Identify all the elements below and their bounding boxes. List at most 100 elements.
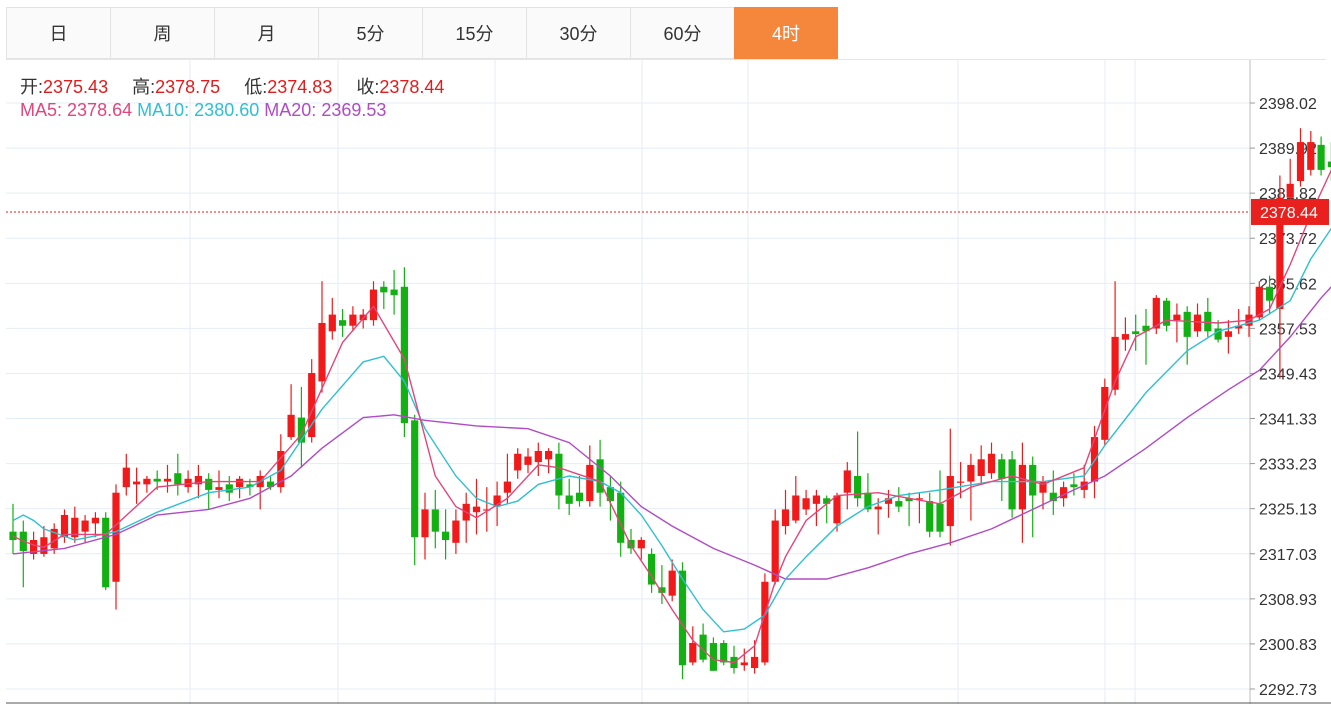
candle-body-77 [802,498,810,510]
open-value: 2375.43 [43,77,109,97]
ma20-value: 2369.53 [321,100,387,120]
tab-1[interactable]: 周 [110,7,214,59]
tab-0[interactable]: 日 [6,7,110,59]
candle-body-64 [668,570,676,596]
candle-body-27 [287,414,295,438]
ma20-legend: MA20: 2369.53 [264,100,386,120]
candle-body-94 [977,459,985,477]
candle-body-38 [400,286,408,424]
candle-body-63 [658,587,666,593]
y-tick-label-5: 2357.53 [1259,321,1317,338]
candle-body-75 [781,509,790,527]
candle-body-74 [771,520,779,582]
tab-5[interactable]: 30分 [526,7,630,59]
candle-body-102 [1060,487,1068,499]
candle-body-13 [143,478,151,485]
tab-4[interactable]: 15分 [422,7,526,59]
candle-body-84 [874,506,882,510]
candle-body-37 [390,289,398,296]
candle-body-123 [1276,197,1284,310]
candle-body-122 [1266,286,1274,301]
ma10-value: 2380.60 [194,100,260,120]
candle-body-39 [411,420,419,538]
ma-info: MA5: 2378.64 MA10: 2380.60 MA20: 2369.53 [20,100,386,121]
candle-body-46 [483,509,491,511]
ma5-legend: MA5: 2378.64 [20,100,132,120]
candle-body-80 [833,495,841,524]
candle-body-35 [369,289,378,321]
y-tick-label-4: 2365.62 [1259,276,1317,293]
candle-body-53 [555,453,563,496]
candle-body-65 [678,570,687,666]
ma20-label: MA20: [264,100,317,120]
tab-2[interactable]: 月 [214,7,318,59]
candle-body-85 [884,498,893,504]
y-tick-label-12: 2300.83 [1259,637,1317,654]
candle-body-26 [277,450,285,488]
candle-body-45 [472,506,481,513]
candle-body-8 [91,517,99,524]
candle-body-3 [40,537,48,554]
candle-body-12 [133,481,141,485]
candle-body-21 [225,484,233,493]
candle-body-89 [926,501,934,532]
candle-body-121 [1255,286,1263,318]
y-tick-label-3: 2373.72 [1259,231,1317,248]
candle-body-56 [586,464,594,502]
candle-body-11 [122,467,130,488]
candle-body-18 [194,476,202,485]
candle-body-87 [905,498,913,502]
low-value: 2374.83 [267,77,333,97]
candle-body-86 [895,501,903,507]
period-tabs: 日周月 5分 15分 30分 60分 4时 [6,7,1326,60]
candle-body-88 [915,498,923,500]
candle-body-73 [761,581,769,663]
tab-3[interactable]: 5分 [318,7,422,59]
candle-body-97 [1008,459,1016,510]
candle-body-54 [565,495,573,504]
candle-body-4 [50,528,58,549]
candle-body-126 [1307,142,1315,170]
candle-body-49 [514,453,522,471]
ma10-line [12,227,1331,633]
close-value: 2378.44 [379,77,445,97]
candle-body-76 [792,495,800,521]
candle-body-58 [606,487,614,502]
candle-body-47 [493,495,501,507]
y-tick-label-10: 2317.03 [1259,547,1317,564]
candle-body-0 [9,531,17,541]
candle-body-69 [720,642,728,663]
candle-body-101 [1049,492,1057,502]
candle-body-40 [421,509,429,538]
candle-body-20 [215,487,223,490]
candle-body-128 [1327,161,1331,168]
candle-body-107 [1111,336,1119,390]
candle-body-83 [864,492,872,510]
candle-body-98 [1018,464,1026,510]
tab-6[interactable]: 60分 [630,7,734,59]
candle-body-114 [1183,311,1191,337]
tab-7[interactable]: 4时 [734,7,838,59]
candle-body-79 [823,498,831,504]
candle-body-59 [617,492,625,543]
candle-body-127 [1317,144,1325,170]
candle-body-81 [843,470,851,493]
y-tick-label-11: 2308.93 [1259,592,1317,609]
candle-body-31 [328,314,336,332]
candle-body-28 [297,417,305,443]
candle-body-91 [946,476,954,527]
candle-body-43 [452,520,460,543]
candle-body-100 [1039,481,1047,493]
candle-body-14 [153,478,161,482]
candle-body-22 [236,478,244,488]
candle-body-82 [854,476,862,499]
y-tick-label-7: 2341.33 [1259,412,1317,429]
candle-body-33 [349,314,357,326]
candle-body-6 [71,517,79,538]
candle-body-78 [812,495,820,504]
open-label: 开: [20,77,44,97]
candle-body-72 [751,656,759,669]
y-tick-label-9: 2325.13 [1259,502,1317,519]
candle-body-115 [1193,314,1202,332]
